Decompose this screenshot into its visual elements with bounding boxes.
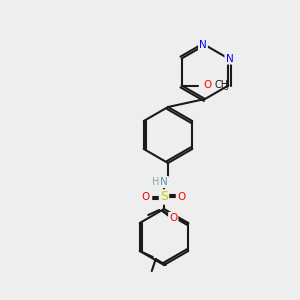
Text: N: N bbox=[226, 53, 233, 64]
Text: O: O bbox=[203, 80, 212, 91]
Text: O: O bbox=[178, 192, 186, 202]
Text: N: N bbox=[199, 40, 207, 50]
Text: 3: 3 bbox=[223, 82, 228, 91]
Text: N: N bbox=[160, 177, 168, 187]
Text: S: S bbox=[160, 190, 168, 203]
Text: H: H bbox=[152, 177, 160, 187]
Text: O: O bbox=[169, 213, 177, 223]
Text: O: O bbox=[142, 192, 150, 202]
Text: CH: CH bbox=[214, 80, 229, 91]
